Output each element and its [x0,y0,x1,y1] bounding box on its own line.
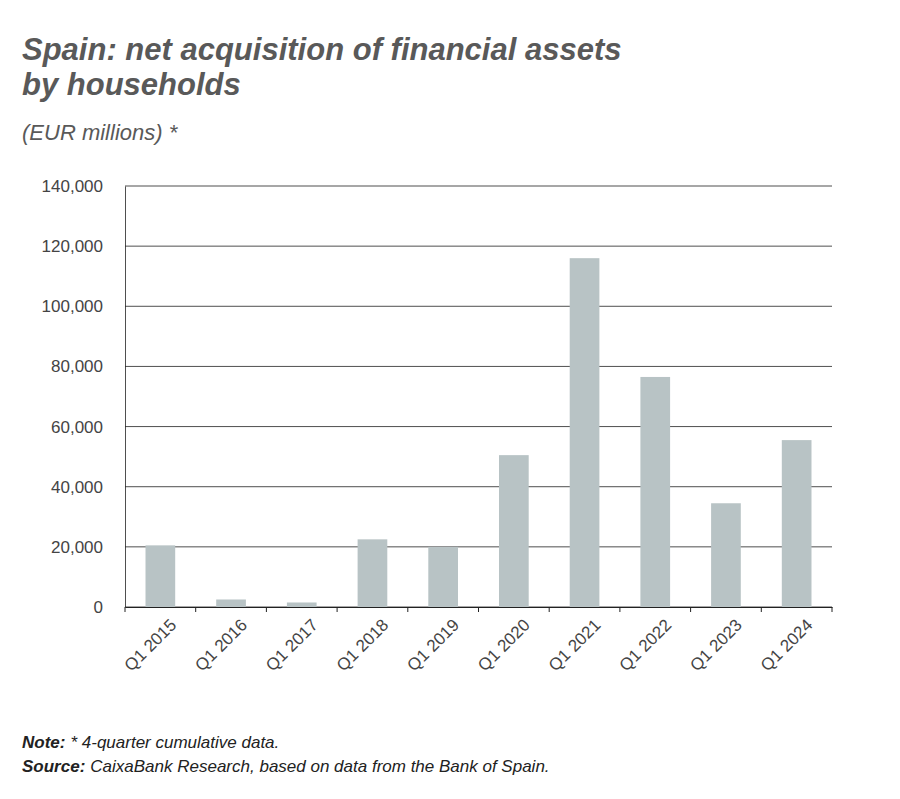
grid-line [125,486,832,487]
x-tick-label: Q1 2019 [403,615,463,675]
x-boundary-tick [619,607,620,612]
bar [640,377,670,607]
note-label: Note: [22,733,65,752]
y-tick: 20,000 [51,538,125,557]
note: Source: CaixaBank Research, based on data… [22,757,550,776]
note-text: CaixaBank Research, based on data from t… [90,757,549,776]
y-tick-label: 140,000 [42,177,103,196]
x-boundary-tick [478,607,479,612]
y-tick: 80,000 [51,357,125,376]
x-tick: Q1 2022 [616,607,676,675]
note-label: Source: [22,757,85,776]
bar [216,599,246,607]
x-tick: Q1 2023 [686,607,746,675]
bar [358,539,388,607]
chart-container: Spain: net acquisition of financial asse… [0,0,900,799]
subtitle: (EUR millions) * [22,120,179,145]
y-tick: 40,000 [51,478,125,497]
x-tick-label: Q1 2017 [262,615,322,675]
x-boundary-tick [832,607,833,612]
y-tick: 140,000 [42,177,125,196]
x-tick: Q1 2015 [121,607,181,675]
grid-line [125,366,832,367]
x-boundary-tick [125,607,126,612]
bar [711,503,741,607]
x-tick: Q1 2019 [403,607,463,675]
x-tick-label: Q1 2022 [616,615,676,675]
y-tick: 60,000 [51,418,125,437]
y-axis: 0 20,000 40,000 60,000 80,000 100,000 120,000 1… [42,177,126,617]
bar [287,602,317,607]
y-tick-label: 20,000 [51,538,103,557]
bar [499,455,529,607]
x-tick-label: Q1 2023 [686,615,746,675]
grid-line [125,306,832,307]
x-boundary-tick [549,607,550,612]
y-tick: 0 [94,598,125,617]
x-tick: Q1 2020 [474,607,534,675]
y-tick-label: 100,000 [42,297,103,316]
bar [428,547,458,607]
x-boundary-tick [761,607,762,612]
bar [570,258,600,607]
x-tick: Q1 2021 [545,607,605,675]
x-tick: Q1 2018 [333,607,393,675]
y-tick: 100,000 [42,297,125,316]
x-boundary-ticks [125,607,832,612]
x-boundary-tick [407,607,408,612]
y-tick: 120,000 [42,237,125,256]
x-boundary-tick [690,607,691,612]
x-tick: Q1 2017 [262,607,322,675]
title: by households [22,67,241,102]
bar [782,440,812,607]
title: Spain: net acquisition of financial asse… [22,32,621,67]
y-axis-line [125,187,126,608]
bars [146,258,812,607]
x-tick: Q1 2016 [191,607,251,675]
x-tick-label: Q1 2016 [191,615,251,675]
x-boundary-tick [337,607,338,612]
y-tick-label: 120,000 [42,237,103,256]
y-tick-label: 80,000 [51,357,103,376]
x-axis: Q1 2015Q1 2016Q1 2017Q1 2018Q1 2019Q1 20… [121,607,833,675]
note-text: * 4-quarter cumulative data. [70,733,279,752]
x-boundary-tick [195,607,196,612]
chart-svg: Spain: net acquisition of financial asse… [0,0,900,799]
grid-line [125,426,832,427]
x-tick-label: Q1 2020 [474,615,534,675]
y-tick-label: 40,000 [51,478,103,497]
y-tick-label: 0 [94,598,103,617]
x-tick: Q1 2024 [757,607,817,675]
x-tick-label: Q1 2015 [121,615,181,675]
x-tick-label: Q1 2024 [757,615,817,675]
x-boundary-tick [266,607,267,612]
x-tick-label: Q1 2018 [333,615,393,675]
bar [146,545,176,607]
x-tick-label: Q1 2021 [545,615,605,675]
note: Note: * 4-quarter cumulative data. [22,733,279,752]
grid [125,186,832,607]
grid-line [125,186,832,187]
grid-line [125,246,832,247]
y-tick-label: 60,000 [51,418,103,437]
